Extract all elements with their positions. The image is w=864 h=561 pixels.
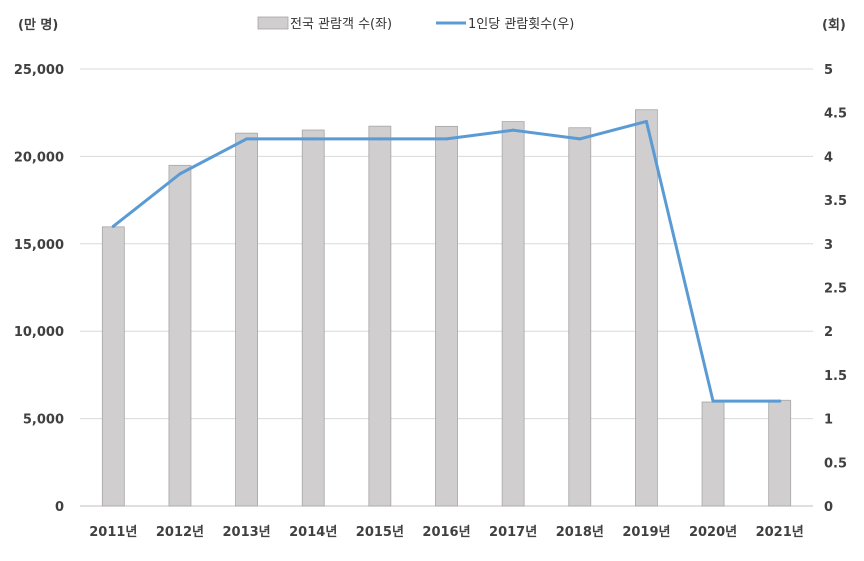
bar (168, 164, 192, 507)
line-point (111, 224, 115, 228)
bar (435, 125, 458, 507)
line-point (245, 137, 249, 141)
line-point (778, 399, 782, 403)
right-tick-label: 4 (824, 150, 833, 165)
line-point (378, 137, 382, 141)
legend: 전국 관람객 수(좌) 1인당 관람횟수(우) (257, 16, 574, 32)
right-axis-unit-label: (회) (822, 17, 846, 33)
line-point (578, 137, 582, 141)
bar (501, 121, 525, 507)
x-tick-label: 2017년 (489, 525, 537, 540)
bar (235, 132, 258, 507)
line-point (445, 137, 448, 141)
left-tick-label: 15,000 (14, 238, 64, 253)
x-tick-label: 2014년 (289, 525, 337, 540)
right-tick-label: 4.5 (824, 107, 847, 122)
right-tick-label: 0 (824, 500, 833, 515)
x-tick-label: 2019년 (622, 525, 670, 540)
line-point (511, 128, 515, 132)
bar (368, 125, 392, 507)
x-tick-label: 2013년 (223, 525, 271, 540)
left-tick-label: 0 (55, 500, 64, 515)
right-tick-label: 2.5 (824, 282, 847, 297)
x-tick-label: 2015년 (356, 525, 404, 540)
legend-bar-label: 전국 관람객 수(좌) (290, 17, 392, 32)
line-point (711, 399, 715, 403)
line-point (311, 137, 315, 141)
line-series (111, 119, 782, 403)
bar (768, 399, 792, 507)
right-tick-label: 2 (824, 325, 833, 340)
x-tick-label: 2020년 (689, 525, 737, 540)
left-tick-label: 20,000 (14, 150, 64, 165)
x-tick-label: 2011년 (89, 525, 137, 540)
x-tick-label: 2012년 (156, 525, 204, 540)
right-tick-label: 3 (824, 238, 833, 253)
bar (635, 109, 658, 507)
x-tick-label: 2016년 (422, 525, 470, 540)
line-point (178, 172, 182, 176)
left-tick-label: 25,000 (14, 63, 64, 78)
bar (301, 129, 325, 507)
right-axis: 0 0.5 1 1.5 2 2.5 3 3.5 4 4.5 5 (824, 63, 847, 515)
right-tick-label: 5 (824, 63, 833, 78)
right-tick-label: 1.5 (824, 369, 847, 384)
line-point (644, 119, 648, 123)
left-tick-label: 5,000 (23, 413, 64, 428)
bar-series (101, 109, 792, 507)
x-axis: 2011년 2012년 2013년 2014년 2015년 2016년 2017년 2018년… (89, 525, 804, 540)
x-tick-label: 2018년 (556, 525, 604, 540)
bar (101, 226, 125, 507)
legend-bar-swatch (257, 16, 289, 30)
left-axis-unit-label: (만 명) (18, 17, 58, 33)
right-tick-label: 0.5 (824, 456, 847, 471)
bar (701, 401, 725, 507)
left-tick-label: 10,000 (14, 325, 64, 340)
bar (568, 127, 592, 507)
legend-line-label: 1인당 관람횟수(우) (468, 17, 574, 32)
x-tick-label: 2021년 (756, 525, 804, 540)
left-axis: 0 5,000 10,000 15,000 20,000 25,000 (14, 63, 64, 515)
right-tick-label: 3.5 (824, 194, 847, 209)
right-tick-label: 1 (824, 413, 833, 428)
